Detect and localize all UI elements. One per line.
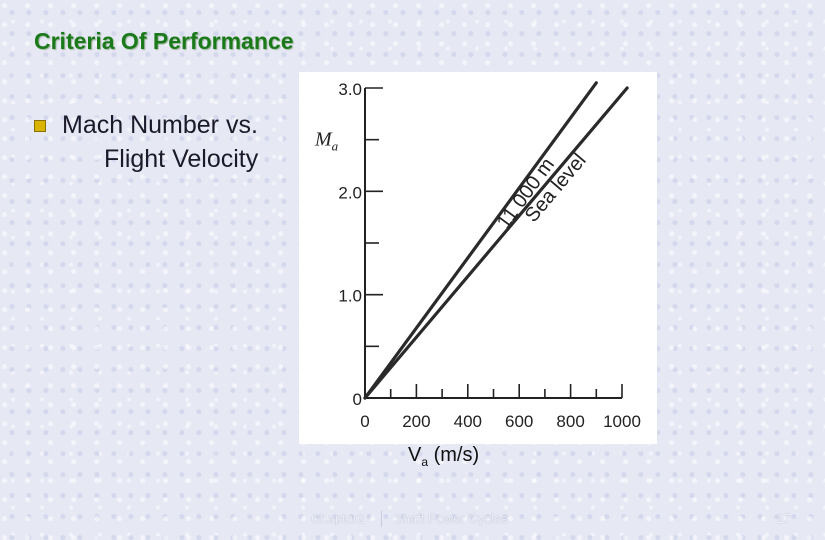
footer-chapter: Chapter2 [311,511,365,526]
x-axis-label-sub: a [421,455,429,469]
x-tick-label: 200 [402,412,430,431]
bullet-square-icon [34,120,46,132]
footer-topic: Shaft Power Cycles [394,511,508,526]
x-tick-label: 600 [505,412,533,431]
x-axis-label: Va (m/s) [408,444,479,469]
y-tick-label: 2.0 [338,183,362,202]
x-tick-label: 800 [556,412,584,431]
bullet-line-1: Mach Number vs. [62,111,258,139]
slide-title: Criteria Of Performance [34,28,294,54]
footer-page-number: 17 [776,511,791,526]
y-tick-label: 3.0 [338,80,362,99]
x-tick-label: 400 [454,412,482,431]
x-tick-label: 0 [360,412,369,431]
y-tick-label: 1.0 [338,287,362,306]
x-tick-label: 1000 [603,412,641,431]
series-line [363,86,629,400]
y-tick-label: 0 [353,390,362,409]
footer-divider [381,511,382,527]
mach-velocity-chart: 0 1.0 2.0 3.0 0 200 400 600 800 1000 Ma 11 000 m Sea… [299,72,657,444]
y-axis-label-main: M [314,129,333,151]
y-axis-label-sub: a [332,139,339,154]
y-axis-label: Ma [314,129,339,154]
x-axis-label-main: V [408,444,422,466]
bullet-line-2: Flight Velocity [104,145,259,173]
bullet-text: Mach Number vs. Flight Velocity [62,108,302,176]
series-line [363,81,598,400]
x-axis-label-unit: (m/s) [428,444,480,466]
